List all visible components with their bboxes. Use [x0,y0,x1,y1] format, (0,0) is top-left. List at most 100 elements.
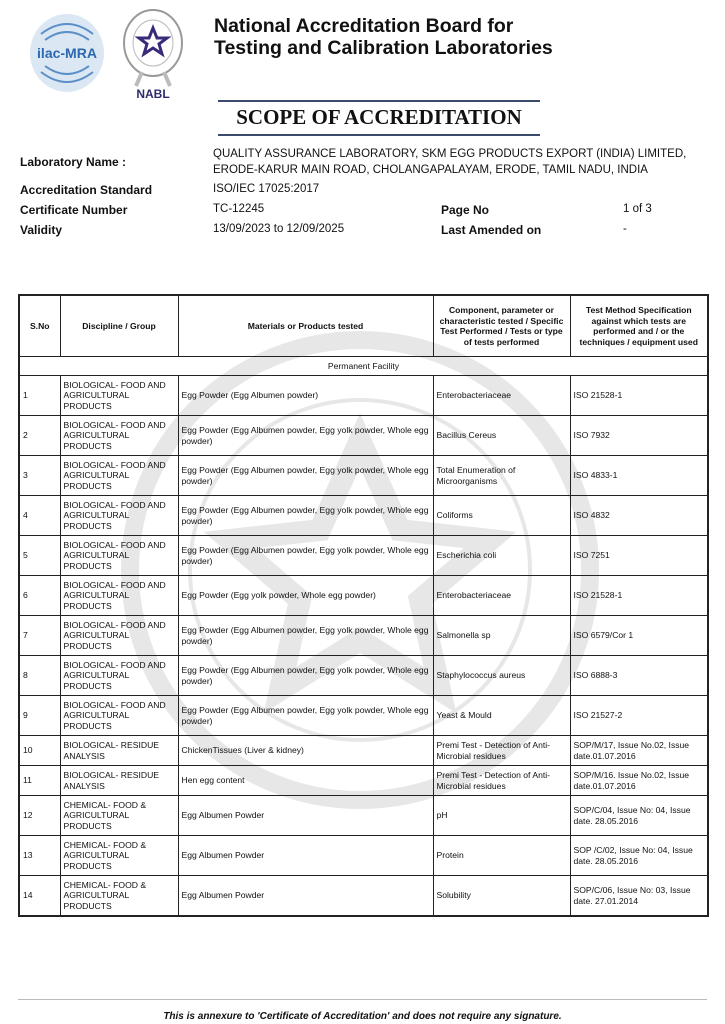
scope-table: S.No Discipline / Group Materials or Pro… [18,294,709,917]
cell-discipline: BIOLOGICAL- FOOD AND AGRICULTURAL PRODUC… [59,375,179,416]
cell-sno: 9 [18,695,61,736]
cell-discipline: CHEMICAL- FOOD & AGRICULTURAL PRODUCTS [59,835,179,876]
lab-name-label: Laboratory Name : [20,155,127,169]
table-row: 3 BIOLOGICAL- FOOD AND AGRICULTURAL PRODU… [18,455,709,496]
cell-sno: 4 [18,495,61,536]
cell-component: Solubility [432,875,571,917]
footer-note: This is annexure to 'Certificate of Accr… [163,1011,562,1022]
certificate-label: Certificate Number [20,203,128,217]
amended-value: - [623,223,627,235]
cell-discipline: CHEMICAL- FOOD & AGRICULTURAL PRODUCTS [59,875,179,917]
cell-sno: 7 [18,615,61,656]
standard-value: ISO/IEC 17025:2017 [213,183,320,195]
cell-method: ISO 4833-1 [569,455,709,496]
cell-method: SOP/C/06, Issue No: 03, Issue date. 27.0… [569,875,709,917]
cell-method: SOP/M/17, Issue No.02, Issue date.01.07.… [569,735,709,766]
cell-materials: Egg Powder (Egg Albumen powder, Egg yolk… [177,615,434,656]
cell-component: Staphylococcus aureus [432,655,571,696]
cell-component: Protein [432,835,571,876]
cell-materials: Hen egg content [177,765,434,796]
cell-component: Coliforms [432,495,571,536]
header-method: Test Method Specification against which … [569,294,709,357]
cell-component: Enterobacteriaceae [432,375,571,416]
validity-value: 13/09/2023 to 12/09/2025 [213,223,345,235]
table-row: 11 BIOLOGICAL- RESIDUE ANALYSIS Hen egg co… [18,765,709,796]
cell-discipline: BIOLOGICAL- RESIDUE ANALYSIS [59,765,179,796]
svg-text:NABL: NABL [136,87,169,100]
cell-component: Bacillus Cereus [432,415,571,456]
cell-materials: Egg Powder (Egg Albumen powder, Egg yolk… [177,695,434,736]
cell-materials: Egg Powder (Egg Albumen powder, Egg yolk… [177,455,434,496]
org-line-1: National Accreditation Board for [214,15,514,37]
cell-sno: 1 [18,375,61,416]
lab-name-line-2: ERODE-KARUR MAIN ROAD, CHOLANGAPALAYAM, … [213,164,648,176]
cell-method: ISO 6888-3 [569,655,709,696]
table-row: 14 CHEMICAL- FOOD & AGRICULTURAL PRODUCTS… [18,875,709,917]
cell-sno: 13 [18,835,61,876]
cell-component: Total Enumeration of Microorganisms [432,455,571,496]
cell-sno: 12 [18,795,61,836]
cell-method: ISO 6579/Cor 1 [569,615,709,656]
cell-discipline: BIOLOGICAL- FOOD AND AGRICULTURAL PRODUC… [59,455,179,496]
table-row: 8 BIOLOGICAL- FOOD AND AGRICULTURAL PRODU… [18,655,709,696]
page-no-value: 1 of 3 [623,203,652,215]
organization-name: National Accreditation Board for Testing… [214,15,553,59]
cell-sno: 8 [18,655,61,696]
cell-component: Yeast & Mould [432,695,571,736]
cell-discipline: BIOLOGICAL- FOOD AND AGRICULTURAL PRODUC… [59,415,179,456]
header-materials: Materials or Products tested [177,294,434,357]
ilac-text: ilac-MRA [37,45,97,61]
title-banner: SCOPE OF ACCREDITATION [218,100,540,136]
cell-sno: 5 [18,535,61,576]
certificate-value: TC-12245 [213,203,265,215]
table-row: 9 BIOLOGICAL- FOOD AND AGRICULTURAL PRODU… [18,695,709,736]
cell-materials: Egg Powder (Egg Albumen powder, Egg yolk… [177,655,434,696]
cell-materials: Egg Albumen Powder [177,875,434,917]
cell-discipline: BIOLOGICAL- FOOD AND AGRICULTURAL PRODUC… [59,575,179,616]
cell-materials: Egg Powder (Egg Albumen powder, Egg yolk… [177,535,434,576]
cell-sno: 6 [18,575,61,616]
table-row: 1 BIOLOGICAL- FOOD AND AGRICULTURAL PRODU… [18,375,709,416]
cell-sno: 10 [18,735,61,766]
header-sno: S.No [18,294,61,357]
cell-sno: 11 [18,765,61,796]
lab-name-line-1: QUALITY ASSURANCE LABORATORY, SKM EGG PR… [213,148,687,160]
header-discipline: Discipline / Group [59,294,179,357]
cell-method: SOP/C/04, Issue No: 04, Issue date. 28.0… [569,795,709,836]
ilac-mra-logo: ilac-MRA [30,14,104,92]
table-row: 12 CHEMICAL- FOOD & AGRICULTURAL PRODUCTS… [18,795,709,836]
cell-component: Premi Test - Detection of Anti-Microbial… [432,735,571,766]
page-no-label: Page No [441,203,490,217]
cell-sno: 14 [18,875,61,917]
nabl-logo: NABL [123,9,183,100]
cell-sno: 3 [18,455,61,496]
cell-discipline: BIOLOGICAL- FOOD AND AGRICULTURAL PRODUC… [59,615,179,656]
cell-discipline: BIOLOGICAL- RESIDUE ANALYSIS [59,735,179,766]
cell-discipline: BIOLOGICAL- FOOD AND AGRICULTURAL PRODUC… [59,695,179,736]
cell-method: ISO 4832 [569,495,709,536]
validity-label: Validity [20,223,63,237]
amended-label: Last Amended on [441,223,542,237]
cell-method: ISO 7251 [569,535,709,576]
table-row: 10 BIOLOGICAL- RESIDUE ANALYSIS ChickenTis… [18,735,709,766]
cell-materials: ChickenTissues (Liver & kidney) [177,735,434,766]
cell-component: pH [432,795,571,836]
section-row: Permanent Facility [18,356,709,376]
cell-materials: Egg Albumen Powder [177,795,434,836]
cell-materials: Egg Powder (Egg Albumen powder) [177,375,434,416]
cell-materials: Egg Albumen Powder [177,835,434,876]
footer-divider [18,999,707,1000]
cell-component: Escherichia coli [432,535,571,576]
page-title: SCOPE OF ACCREDITATION [236,105,522,129]
cell-component: Enterobacteriaceae [432,575,571,616]
table-row: 7 BIOLOGICAL- FOOD AND AGRICULTURAL PRODU… [18,615,709,656]
cell-method: SOP /C/02, Issue No: 04, Issue date. 28.… [569,835,709,876]
cell-method: ISO 7932 [569,415,709,456]
table-row: 2 BIOLOGICAL- FOOD AND AGRICULTURAL PRODU… [18,415,709,456]
table-row: 13 CHEMICAL- FOOD & AGRICULTURAL PRODUCTS… [18,835,709,876]
table-row: 4 BIOLOGICAL- FOOD AND AGRICULTURAL PRODU… [18,495,709,536]
cell-materials: Egg Powder (Egg yolk powder, Whole egg p… [177,575,434,616]
org-line-2: Testing and Calibration Laboratories [214,37,553,59]
table-row: 5 BIOLOGICAL- FOOD AND AGRICULTURAL PRODU… [18,535,709,576]
standard-label: Accreditation Standard [20,183,153,197]
